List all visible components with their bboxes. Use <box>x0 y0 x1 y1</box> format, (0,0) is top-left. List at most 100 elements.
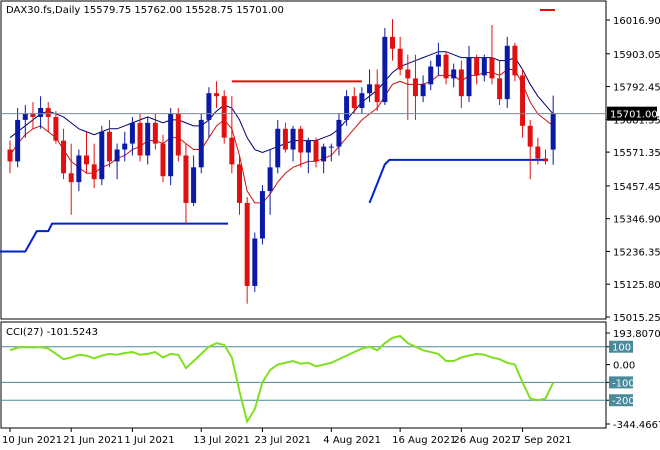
candle-body <box>313 140 319 162</box>
cci-tick-label: 193.8070 <box>613 329 660 340</box>
candle-body <box>382 36 388 103</box>
cci-level-lines <box>1 346 606 401</box>
candle-body <box>527 125 533 147</box>
candle-body <box>137 122 143 156</box>
candle-body <box>160 143 166 177</box>
price-tick-label: 15015.25 <box>613 313 660 324</box>
price-tick-label: 15236.35 <box>613 247 660 258</box>
candle-body <box>435 54 441 67</box>
candle-body <box>290 128 296 150</box>
candle-body <box>259 191 265 239</box>
candle-body <box>237 164 242 203</box>
cci-tick-label: -344.4667 <box>613 420 660 431</box>
candle-body <box>321 146 327 162</box>
candle-body <box>390 36 395 49</box>
date-tick-label: 1 Jul 2021 <box>124 435 174 446</box>
candle-body <box>443 54 449 79</box>
candle-body <box>420 84 426 97</box>
candle-body <box>38 108 44 117</box>
candle-body <box>15 119 21 162</box>
cci-panel[interactable] <box>0 321 607 429</box>
candle-body <box>267 167 273 192</box>
candle-body <box>474 57 480 76</box>
candle-body <box>229 137 235 165</box>
candle-body <box>198 119 204 168</box>
cci-tick-label: 0.00 <box>613 361 635 372</box>
date-tick-label: 26 Aug 2021 <box>453 435 517 446</box>
cci-line <box>9 334 555 425</box>
candle-body <box>374 84 380 103</box>
candle-body <box>504 45 510 100</box>
candle-body <box>30 113 36 117</box>
date-tick-label: 13 Jul 2021 <box>193 435 250 446</box>
candle-body <box>481 57 487 76</box>
candle-body <box>53 116 59 141</box>
price-tick-label: 15681.35 <box>613 115 660 126</box>
candle-body <box>367 84 373 94</box>
cci-level-box <box>609 394 633 407</box>
cci-tick-label: -100 <box>612 378 635 389</box>
candle-body <box>344 96 350 120</box>
candle-body <box>298 128 304 153</box>
price-tick-label: 16016.90 <box>613 16 660 27</box>
candle-body <box>22 113 28 120</box>
candle-body <box>99 131 105 180</box>
price-tick-label: 15903.05 <box>613 50 660 61</box>
candle-body <box>68 173 74 183</box>
candle-body <box>305 140 311 153</box>
candle-body <box>497 78 503 100</box>
candle-body <box>244 202 250 286</box>
candle-body <box>152 122 158 144</box>
price-tick-label: 15125.80 <box>613 280 660 291</box>
candle-body <box>252 238 258 286</box>
support-line-right <box>368 158 546 204</box>
cci-axis: 193.8070 100 0.00 -100 -200 -344.4667 <box>606 329 660 431</box>
trend-lines <box>0 9 555 253</box>
cci-level-box <box>609 376 633 389</box>
cci-header-text: CCI(27) -101.5243 <box>6 327 98 338</box>
candle-body <box>520 75 526 126</box>
candle-body <box>535 146 541 159</box>
candle-body <box>45 108 51 117</box>
price-tick-label: 15346.90 <box>613 215 660 226</box>
candle-body <box>114 149 120 162</box>
candle-body <box>543 158 548 162</box>
candle-body <box>168 113 174 177</box>
date-tick-label: 16 Aug 2021 <box>392 435 456 446</box>
date-tick-label: 10 Jun 2021 <box>2 435 62 446</box>
candle-body <box>61 140 67 174</box>
candle-body <box>282 128 288 150</box>
date-tick-label: 4 Aug 2021 <box>323 435 381 446</box>
candle-body <box>512 45 518 76</box>
date-tick-label: 23 Jul 2021 <box>254 435 311 446</box>
candle-body <box>359 93 365 109</box>
candle-body <box>412 78 418 97</box>
candle-body <box>458 69 464 97</box>
date-axis: 10 Jun 2021 21 Jun 2021 1 Jul 2021 13 Jul 2… <box>2 428 572 446</box>
current-price-label: 15701.00 <box>610 110 658 121</box>
candle-body <box>336 119 342 147</box>
cci-tick-label: -200 <box>612 396 635 407</box>
candle-body <box>351 96 357 109</box>
price-axis: 16016.90 15903.05 15792.45 15681.35 15571.35… <box>0 16 660 324</box>
current-price-tag <box>607 106 657 121</box>
candle-body <box>7 149 13 162</box>
candle-body <box>397 48 403 70</box>
cci-level-box <box>609 340 633 353</box>
candle-body <box>191 167 197 203</box>
candle-body <box>451 69 457 79</box>
candle-body <box>106 131 112 162</box>
price-tick-label: 15457.45 <box>613 182 660 193</box>
candle-body <box>405 69 411 79</box>
candlestick-series <box>7 19 556 304</box>
price-tick-label: 15792.45 <box>613 83 660 94</box>
candle-body <box>76 155 82 183</box>
candle-body <box>328 146 334 148</box>
main-header-text: DAX30.fs,Daily 15579.75 15762.00 15528.7… <box>6 5 284 16</box>
date-tick-label: 7 Sep 2021 <box>515 435 572 446</box>
cci-tick-label: 100 <box>612 343 631 354</box>
candle-body <box>183 155 189 203</box>
candle-body <box>84 155 89 165</box>
cci-indicator-line <box>9 334 555 425</box>
